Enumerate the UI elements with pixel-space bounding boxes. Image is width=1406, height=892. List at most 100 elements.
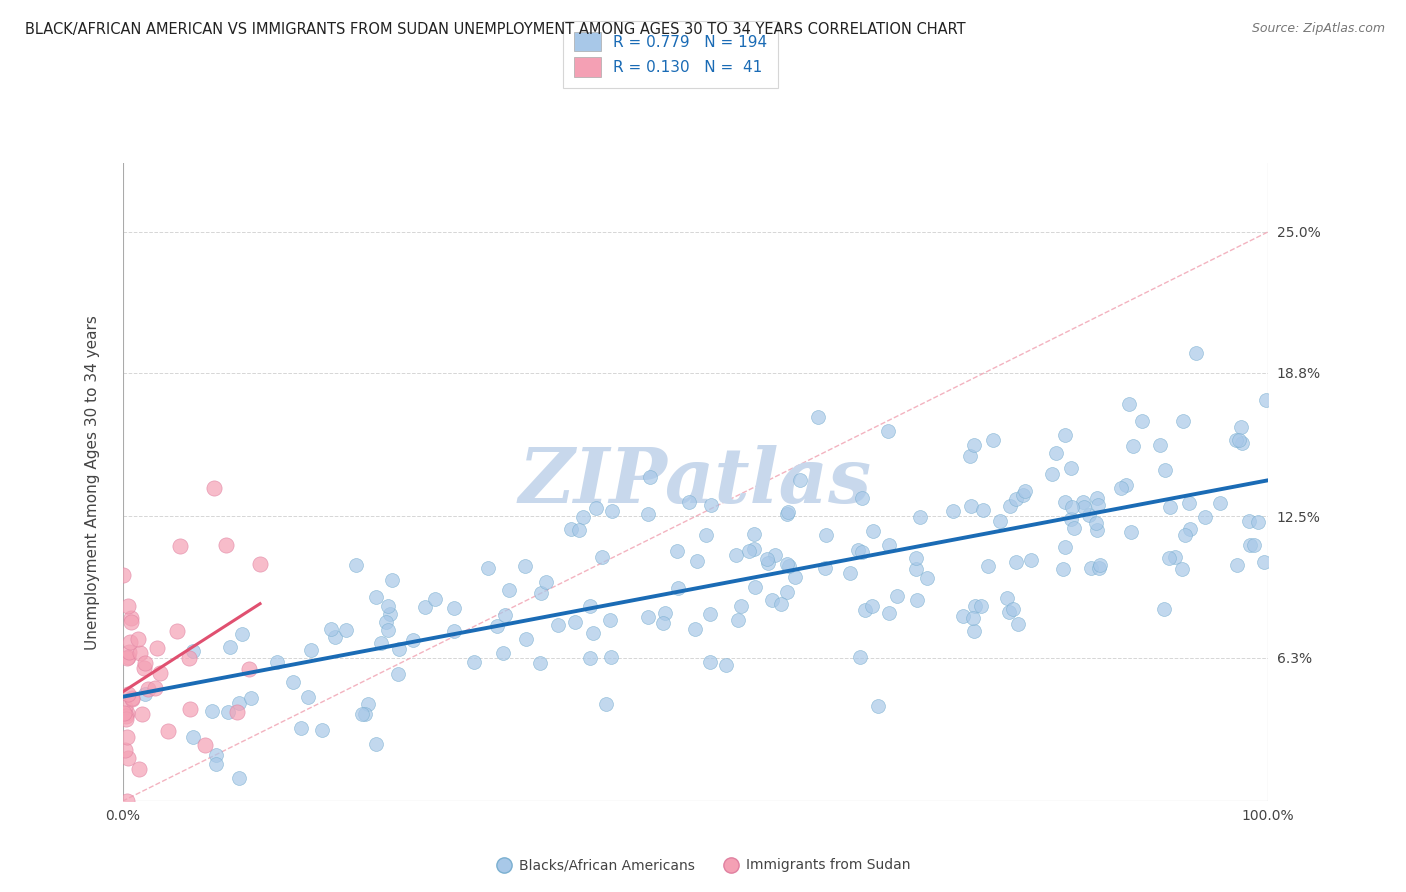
Point [114, 699, 136, 714]
Point [995, 591, 1018, 605]
Point [138, 682, 160, 697]
Text: ZIPatlas: ZIPatlas [519, 445, 872, 519]
Point [1054, 495, 1077, 509]
Point [1119, 524, 1142, 539]
Point [547, 617, 569, 632]
Point [962, 624, 984, 638]
Point [972, 503, 994, 517]
Point [114, 709, 136, 723]
Point [600, 649, 623, 664]
Point [959, 450, 981, 464]
Point [560, 522, 582, 536]
Point [1239, 514, 1261, 528]
Point [962, 611, 984, 625]
Point [860, 599, 883, 614]
Point [988, 514, 1011, 528]
Point [128, 762, 150, 776]
Point [849, 650, 872, 665]
Point [962, 438, 984, 452]
Point [115, 651, 138, 665]
Point [311, 723, 333, 737]
Point [117, 751, 139, 765]
Point [638, 470, 661, 484]
Point [591, 550, 613, 565]
Point [423, 592, 446, 607]
Point [194, 738, 217, 752]
Y-axis label: Unemployment Among Ages 30 to 34 years: Unemployment Among Ages 30 to 34 years [86, 315, 100, 649]
Point [654, 606, 676, 620]
Point [905, 562, 928, 576]
Point [117, 599, 139, 613]
Point [755, 551, 778, 566]
Point [564, 615, 586, 629]
Text: Source: ZipAtlas.com: Source: ZipAtlas.com [1251, 22, 1385, 36]
Point [281, 675, 304, 690]
Point [727, 613, 749, 627]
Point [238, 662, 260, 676]
Point [381, 573, 404, 587]
Point [998, 499, 1021, 513]
Point [117, 687, 139, 701]
Point [983, 433, 1005, 447]
Point [742, 541, 765, 556]
Point [1060, 512, 1083, 526]
Point [415, 600, 437, 615]
Point [112, 568, 135, 582]
Point [1063, 521, 1085, 535]
Point [129, 646, 152, 660]
Point [666, 582, 689, 596]
Point [877, 424, 900, 438]
Point [585, 500, 607, 515]
Point [942, 504, 965, 518]
Point [699, 607, 721, 621]
Point [744, 580, 766, 594]
Point [114, 712, 136, 726]
Point [204, 756, 226, 771]
Point [1173, 414, 1195, 428]
Point [402, 633, 425, 648]
Point [1085, 516, 1108, 530]
Point [374, 615, 396, 629]
Point [572, 509, 595, 524]
Point [637, 610, 659, 624]
Point [115, 706, 138, 720]
Point [1019, 553, 1042, 567]
Point [1194, 510, 1216, 524]
Point [568, 523, 591, 537]
Point [866, 698, 889, 713]
Point [1149, 438, 1171, 452]
Point [228, 772, 250, 786]
Point [1007, 617, 1029, 632]
Point [529, 656, 551, 670]
Point [131, 707, 153, 722]
Point [770, 598, 793, 612]
Point [1174, 528, 1197, 542]
Point [370, 636, 392, 650]
Point [851, 491, 873, 506]
Point [1073, 500, 1095, 514]
Point [1247, 515, 1270, 529]
Point [149, 666, 172, 681]
Point [1118, 397, 1140, 411]
Point [730, 599, 752, 613]
Point [905, 593, 928, 607]
Text: BLACK/AFRICAN AMERICAN VS IMMIGRANTS FROM SUDAN UNEMPLOYMENT AMONG AGES 30 TO 34: BLACK/AFRICAN AMERICAN VS IMMIGRANTS FRO… [25, 22, 966, 37]
Point [1087, 499, 1109, 513]
Point [179, 702, 201, 716]
Point [377, 599, 399, 613]
Point [515, 559, 537, 574]
Point [763, 548, 786, 562]
Point [851, 545, 873, 559]
Point [121, 691, 143, 706]
Point [498, 583, 520, 598]
Point [738, 544, 761, 558]
Point [132, 661, 155, 675]
Point [492, 646, 515, 660]
Point [377, 623, 399, 637]
Point [1243, 538, 1265, 552]
Point [853, 602, 876, 616]
Point [1229, 420, 1251, 434]
Point [1154, 463, 1177, 477]
Point [143, 681, 166, 695]
Point [1080, 561, 1102, 575]
